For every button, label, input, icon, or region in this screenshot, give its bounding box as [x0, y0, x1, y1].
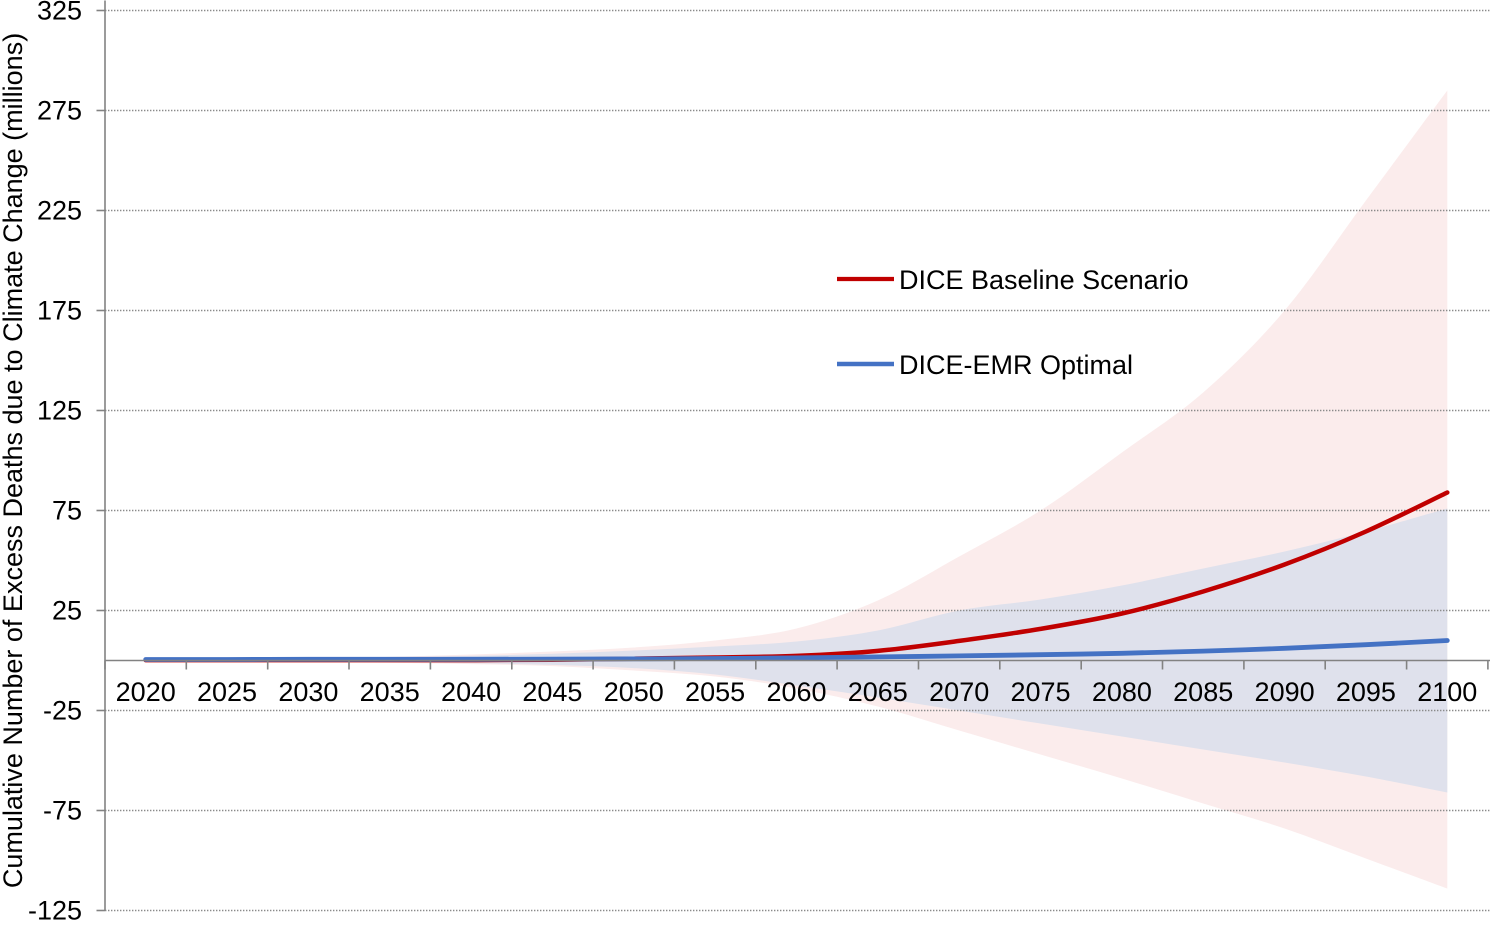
svg-text:-125: -125 — [28, 896, 82, 921]
svg-text:2055: 2055 — [685, 677, 745, 707]
svg-text:325: 325 — [37, 0, 82, 26]
svg-text:2075: 2075 — [1010, 677, 1070, 707]
svg-text:2065: 2065 — [848, 677, 908, 707]
svg-text:125: 125 — [37, 396, 82, 426]
svg-text:75: 75 — [52, 496, 82, 526]
svg-text:2025: 2025 — [197, 677, 257, 707]
svg-text:-25: -25 — [43, 696, 82, 726]
svg-text:2095: 2095 — [1336, 677, 1396, 707]
svg-text:25: 25 — [52, 596, 82, 626]
svg-text:275: 275 — [37, 96, 82, 126]
svg-text:DICE-EMR Optimal: DICE-EMR Optimal — [899, 350, 1133, 380]
svg-text:-75: -75 — [43, 796, 82, 826]
svg-text:2030: 2030 — [278, 677, 338, 707]
svg-text:175: 175 — [37, 296, 82, 326]
svg-text:2070: 2070 — [929, 677, 989, 707]
svg-text:2035: 2035 — [360, 677, 420, 707]
svg-text:225: 225 — [37, 196, 82, 226]
svg-text:2045: 2045 — [522, 677, 582, 707]
svg-text:2060: 2060 — [766, 677, 826, 707]
svg-text:2040: 2040 — [441, 677, 501, 707]
svg-text:Cumulative Number of Excess De: Cumulative Number of Excess Deaths due t… — [0, 33, 28, 888]
svg-text:2100: 2100 — [1417, 677, 1477, 707]
svg-text:2080: 2080 — [1092, 677, 1152, 707]
svg-text:2085: 2085 — [1173, 677, 1233, 707]
svg-text:2020: 2020 — [116, 677, 176, 707]
svg-text:DICE Baseline Scenario: DICE Baseline Scenario — [899, 265, 1189, 295]
svg-text:2090: 2090 — [1255, 677, 1315, 707]
svg-text:2050: 2050 — [604, 677, 664, 707]
